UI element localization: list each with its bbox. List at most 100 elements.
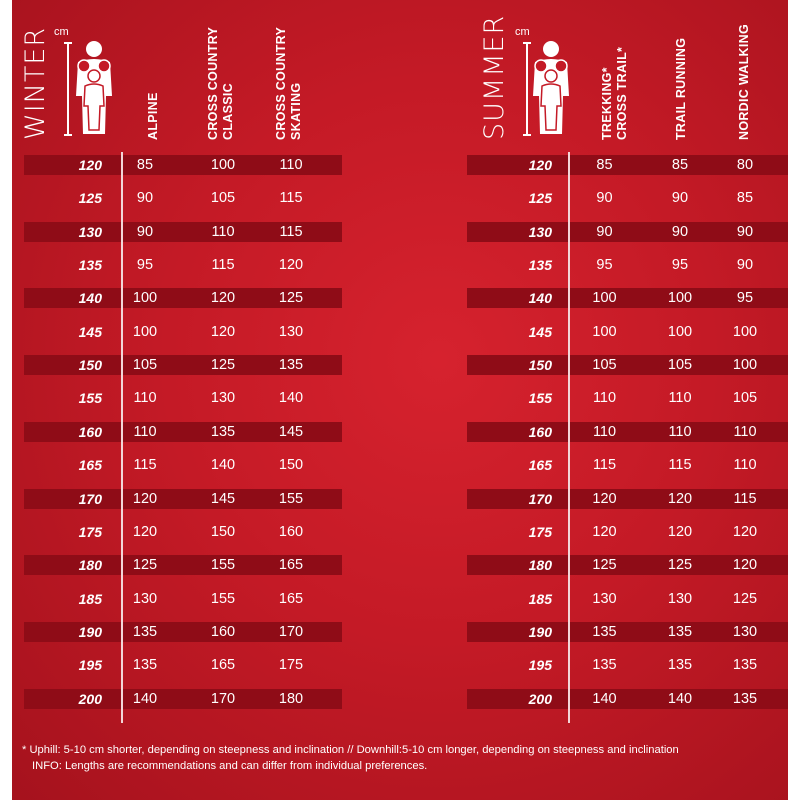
- winter-pole-length-cell: 115: [211, 257, 235, 274]
- winter-pole-length-cell: 135: [278, 357, 304, 374]
- winter-pole-length-cell: 115: [279, 223, 303, 240]
- winter-pole-length-cell: 165: [278, 590, 304, 607]
- winter-pole-length-cell: 120: [278, 257, 304, 274]
- winter-pole-length-cell: 105: [132, 357, 158, 374]
- footnote-info-note: INFO: Lengths are recommendations and ca…: [32, 760, 428, 772]
- winter-pole-length-cell: 130: [278, 323, 304, 340]
- winter-pole-length-cell: 120: [132, 523, 158, 540]
- summer-pole-length-cell: 120: [667, 490, 693, 507]
- winter-column-header-1: CROSS COUNTRY CLASSIC: [206, 27, 236, 140]
- summer-pole-length-cell: 110: [668, 390, 692, 407]
- winter-column-header-line: CROSS COUNTRY: [274, 26, 288, 140]
- summer-pole-length-cell: 130: [592, 590, 617, 607]
- winter-column-header-line: ALPINE: [146, 92, 160, 140]
- family-icon: [533, 41, 569, 134]
- summer-body-height-cell: 190: [528, 623, 552, 640]
- summer-body-height-cell: 120: [528, 157, 552, 173]
- winter-pole-length-cell: 120: [132, 490, 158, 507]
- winter-pole-length-cell: 125: [278, 290, 304, 307]
- winter-row-stripe: [24, 488, 342, 509]
- summer-pole-length-cell: 125: [667, 557, 693, 574]
- winter-row-stripe: [24, 688, 342, 709]
- winter-pole-length-cell: 110: [133, 423, 157, 440]
- summer-pole-length-cell: 130: [732, 623, 758, 640]
- winter-body-height-cell: 185: [78, 590, 102, 607]
- winter-pole-length-cell: 130: [210, 390, 236, 407]
- summer-pole-length-cell: 120: [592, 523, 617, 540]
- summer-body-height-cell: 195: [528, 657, 552, 674]
- winter-pole-length-cell: 180: [278, 690, 304, 707]
- summer-body-height-cell: 130: [528, 223, 552, 240]
- summer-pole-length-cell: 135: [667, 657, 693, 674]
- summer-pole-length-cell: 90: [671, 223, 689, 240]
- winter-body-height-cell: 150: [78, 357, 102, 374]
- summer-pole-length-cell: 105: [667, 357, 693, 374]
- winter-pole-length-cell: 150: [278, 457, 304, 474]
- summer-column-header-0: TREKKING* CROSS TRAIL*: [600, 47, 630, 140]
- summer-body-height-cell: 175: [528, 523, 552, 540]
- summer-pole-length-cell: 85: [671, 157, 689, 173]
- winter-pole-length-cell: 155: [278, 490, 304, 507]
- summer-pole-length-cell: 120: [732, 557, 758, 574]
- summer-column-divider: [568, 152, 570, 723]
- summer-pole-length-cell: 120: [667, 523, 693, 540]
- winter-column-header-line: CLASSIC: [221, 83, 235, 140]
- summer-pole-length-cell: 110: [668, 423, 692, 440]
- summer-pole-length-cell: 140: [667, 690, 693, 707]
- summer-pole-length-cell: 80: [736, 157, 754, 173]
- winter-pole-length-cell: 120: [210, 323, 236, 340]
- summer-pole-length-cell: 105: [732, 390, 758, 407]
- summer-pole-length-cell: 110: [733, 423, 757, 440]
- winter-body-height-cell: 170: [78, 490, 102, 507]
- summer-height-ruler: [523, 42, 531, 136]
- summer-column-header-line: CROSS TRAIL*: [615, 46, 629, 140]
- family-icon: [76, 41, 112, 134]
- winter-pole-length-cell: 135: [132, 657, 158, 674]
- summer-pole-length-cell: 110: [733, 457, 757, 474]
- winter-section: WINTER cm ALPINE CROSS COUNTRY CLASSIC CROS…: [12, 0, 352, 723]
- winter-pole-length-cell: 120: [210, 290, 236, 307]
- summer-pole-length-cell: 115: [592, 457, 617, 474]
- winter-pole-length-cell: 85: [136, 157, 154, 173]
- winter-body-height-cell: 125: [78, 190, 102, 207]
- winter-pole-length-cell: 110: [211, 223, 235, 240]
- summer-pole-length-cell: 105: [592, 357, 617, 374]
- winter-pole-length-cell: 145: [210, 490, 236, 507]
- winter-body-height-cell: 200: [78, 690, 102, 707]
- winter-pole-length-cell: 100: [132, 290, 158, 307]
- summer-pole-length-cell: 135: [732, 690, 758, 707]
- winter-pole-length-cell: 90: [136, 223, 154, 240]
- winter-body-height-cell: 135: [78, 257, 102, 274]
- summer-pole-length-cell: 110: [592, 423, 617, 440]
- summer-section: SUMMER cm TREKKING* CROSS TRAIL* TRAIL RUN…: [467, 0, 788, 723]
- footnote: * Uphill: 5-10 cm shorter, depending on …: [22, 742, 788, 774]
- winter-pole-length-cell: 100: [210, 157, 236, 173]
- summer-row-stripe: [467, 221, 788, 242]
- winter-pole-length-cell: 145: [278, 423, 304, 440]
- winter-column-divider: [121, 152, 123, 723]
- summer-column-header-2: NORDIC WALKING: [737, 24, 752, 140]
- summer-body-height-cell: 160: [528, 423, 552, 440]
- winter-title: WINTER: [20, 26, 51, 140]
- summer-body-height-cell: 145: [528, 323, 552, 340]
- winter-column-header-line: SKATING: [289, 82, 303, 140]
- winter-pole-length-cell: 110: [133, 390, 157, 407]
- summer-pole-length-cell: 125: [732, 590, 758, 607]
- summer-body-height-cell: 180: [528, 557, 552, 574]
- winter-pole-length-cell: 125: [132, 557, 158, 574]
- summer-body-height-cell: 135: [528, 257, 552, 274]
- summer-pole-length-cell: 135: [592, 657, 617, 674]
- summer-pole-length-cell: 135: [667, 623, 693, 640]
- winter-pole-length-cell: 135: [210, 423, 236, 440]
- winter-body-height-cell: 160: [78, 423, 102, 440]
- winter-pole-length-cell: 150: [210, 523, 236, 540]
- summer-body-height-cell: 155: [528, 390, 552, 407]
- winter-pole-length-cell: 100: [132, 323, 158, 340]
- summer-body-height-cell: 185: [528, 590, 552, 607]
- summer-pole-length-cell: 100: [732, 323, 758, 340]
- winter-body-height-cell: 120: [78, 157, 102, 173]
- winter-pole-length-cell: 165: [210, 657, 236, 674]
- winter-pole-length-cell: 175: [278, 657, 304, 674]
- summer-pole-length-cell: 125: [592, 557, 617, 574]
- winter-pole-length-cell: 130: [132, 590, 158, 607]
